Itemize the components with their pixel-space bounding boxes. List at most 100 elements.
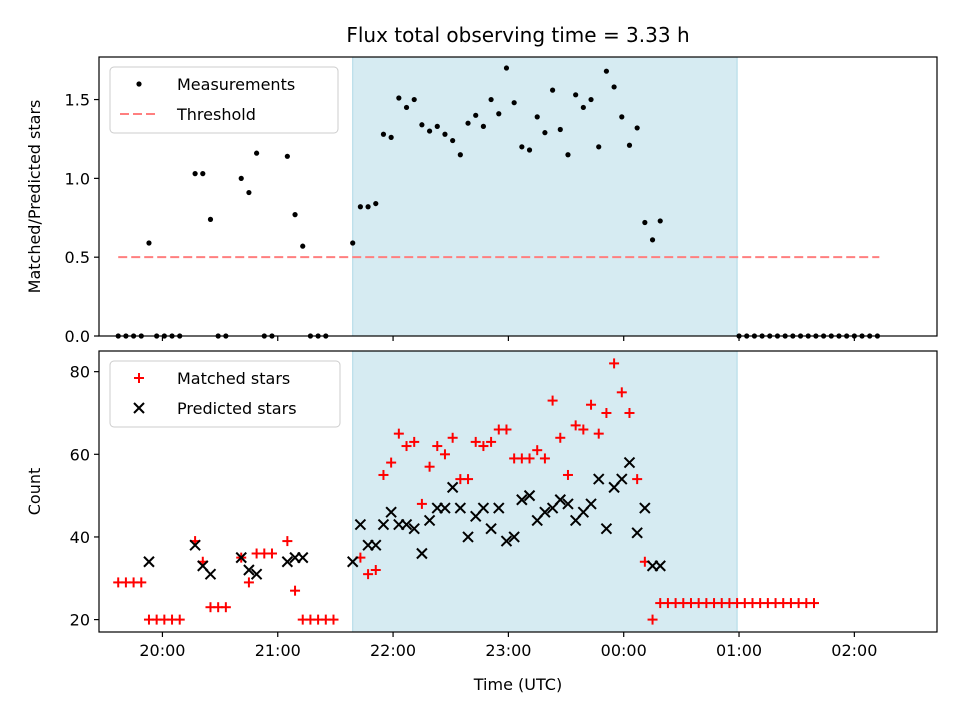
predicted-point — [235, 551, 247, 564]
predicted-point — [250, 568, 263, 580]
x-tick-label: 01:00 — [716, 641, 762, 660]
measurement-point — [373, 200, 379, 207]
predicted-point — [562, 498, 574, 510]
matched-point — [266, 548, 277, 559]
predicted-point — [204, 568, 217, 580]
bottom-panel: 20 40 60 80 20:00 21:00 22:00 23:00 00:00 01:00 02… — [25, 350, 938, 694]
measurement-point — [457, 152, 463, 158]
matched-point — [393, 428, 404, 439]
measurement-point — [588, 96, 594, 103]
measurement-point — [350, 240, 356, 246]
predicted-point — [346, 556, 359, 568]
measurement-point — [573, 92, 579, 98]
predicted-point — [423, 514, 436, 527]
predicted-point — [523, 489, 536, 502]
matched-point — [424, 461, 435, 472]
matched-point — [539, 453, 550, 464]
measurement-point — [254, 150, 260, 156]
legend-label: Predicted stars — [177, 399, 297, 418]
measurement-point — [649, 237, 656, 243]
predicted-point — [408, 522, 420, 535]
predicted-point — [585, 498, 597, 510]
legend-marker-predicted — [133, 402, 145, 414]
measurement-point — [511, 100, 517, 106]
matched-point — [578, 424, 589, 435]
predicted-point — [654, 560, 666, 572]
matched-point — [609, 358, 620, 369]
measurement-point — [626, 142, 633, 148]
x-tick-label: 21:00 — [255, 641, 301, 660]
measurement-point — [542, 130, 548, 136]
predicted-point — [485, 522, 497, 535]
measurement-point — [388, 134, 394, 140]
predicted-point — [493, 502, 505, 514]
matched-point — [532, 445, 543, 456]
matched-point — [463, 474, 474, 485]
measurement-point — [292, 212, 298, 218]
measurement-point — [426, 128, 433, 134]
top-panel: 0.0 0.5 1.0 1.5 Matched/Predicted stars Measu… — [25, 56, 938, 346]
measurement-point — [488, 96, 494, 103]
measurement-point — [565, 152, 571, 158]
measurement-point — [246, 189, 252, 196]
measurement-point — [603, 68, 610, 74]
predicted-point — [616, 473, 628, 485]
matched-point — [647, 614, 658, 625]
measurement-point — [200, 171, 206, 177]
y-tick-label: 0.0 — [65, 327, 90, 346]
predicted-point — [462, 531, 474, 543]
measurement-point — [442, 131, 448, 137]
measurement-point — [465, 120, 471, 126]
matched-point — [501, 424, 512, 435]
legend-marker-matched — [134, 373, 144, 383]
axes-frame — [98, 56, 938, 337]
predicted-point — [554, 494, 566, 506]
y-tick-label: 60 — [70, 445, 90, 464]
matched-point — [370, 565, 381, 576]
measurement-point — [480, 123, 487, 129]
measurement-point — [580, 104, 586, 111]
x-tick-label: 23:00 — [485, 641, 531, 660]
legend-marker-measurements — [136, 81, 142, 87]
measurement-point — [596, 144, 602, 150]
measurement-point — [396, 95, 402, 101]
measurement-point — [192, 171, 198, 177]
legend-label: Threshold — [176, 105, 256, 124]
legend-box — [109, 66, 339, 134]
measurement-point — [534, 114, 540, 120]
matched-point — [439, 449, 450, 460]
matched-point — [174, 614, 185, 625]
matched-point — [470, 436, 481, 447]
predicted-point — [593, 473, 605, 485]
series-predicted-stars — [143, 456, 666, 580]
measurement-point — [473, 112, 479, 118]
predicted-point — [508, 531, 520, 543]
y-tick-label: 40 — [70, 528, 90, 547]
measurement-point — [411, 96, 417, 103]
x-tick-label: 02:00 — [831, 641, 877, 660]
matched-point — [547, 395, 558, 406]
matched-point — [378, 469, 389, 480]
matched-point — [632, 474, 643, 485]
measurement-point — [557, 126, 563, 133]
matched-point — [328, 614, 339, 625]
predicted-point — [377, 518, 390, 531]
predicted-point — [631, 527, 643, 539]
shaded-region — [352, 350, 738, 633]
measurement-point — [419, 122, 425, 128]
predicted-point — [385, 506, 397, 518]
measurement-point — [207, 216, 214, 222]
y-axis-label: Count — [25, 468, 44, 516]
predicted-point — [623, 456, 636, 469]
measurement-point — [503, 65, 510, 71]
matched-point — [478, 441, 489, 452]
predicted-point — [446, 481, 459, 494]
y-tick-label: 0.5 — [65, 248, 90, 267]
predicted-point — [189, 539, 201, 551]
matched-point — [486, 436, 497, 447]
matched-point — [555, 432, 566, 443]
measurement-point — [619, 114, 625, 120]
matched-point — [562, 469, 573, 480]
predicted-point — [539, 506, 551, 518]
predicted-point — [243, 564, 255, 576]
